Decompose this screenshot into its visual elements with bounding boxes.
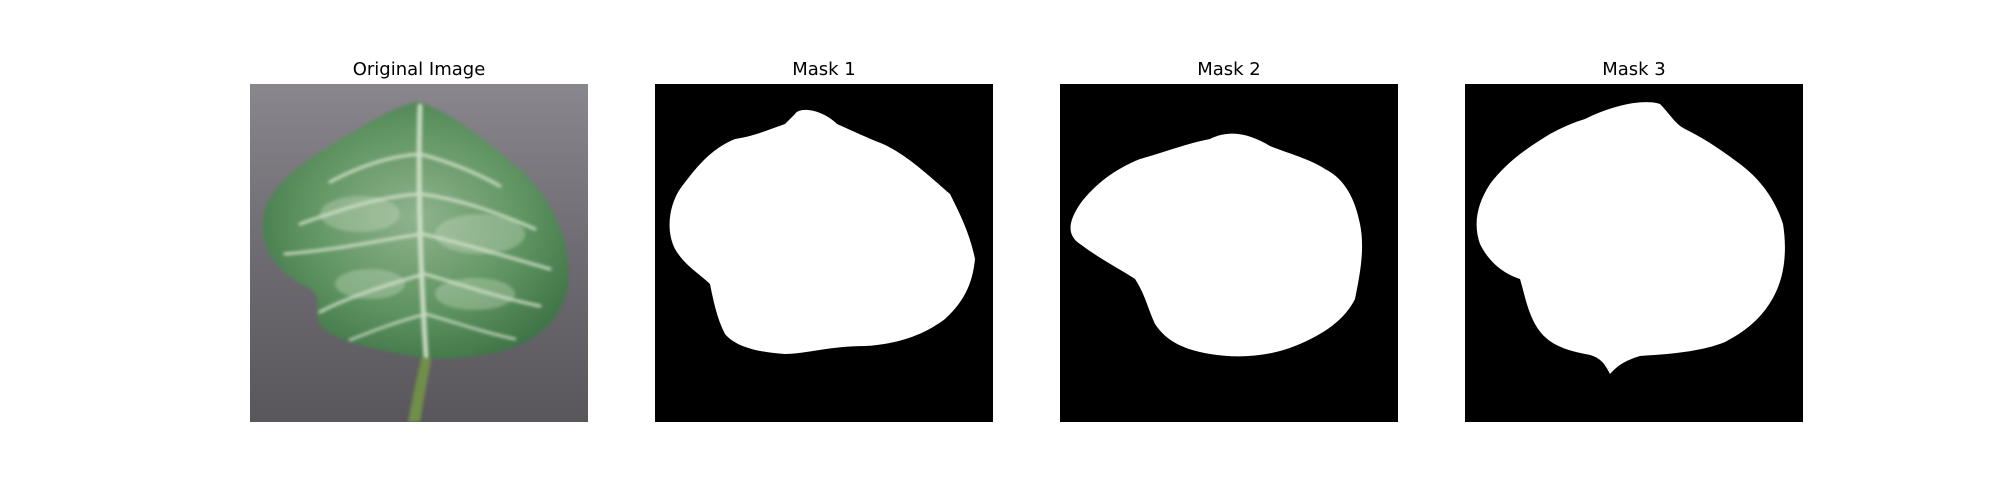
mask-2-shape [1060, 84, 1398, 422]
panel-title-mask-1: Mask 1 [792, 59, 856, 80]
panel-title-original: Original Image [352, 59, 486, 80]
mask-3-shape [1465, 84, 1803, 422]
original-image [250, 84, 588, 422]
mask-2-image [1060, 84, 1398, 422]
panel-title-mask-3: Mask 3 [1602, 59, 1666, 80]
mask-3-image [1465, 84, 1803, 422]
mask-1-shape [655, 84, 993, 422]
mask-1-image [655, 84, 993, 422]
panel-title-mask-2: Mask 2 [1197, 59, 1261, 80]
leaf-photo [250, 84, 588, 422]
